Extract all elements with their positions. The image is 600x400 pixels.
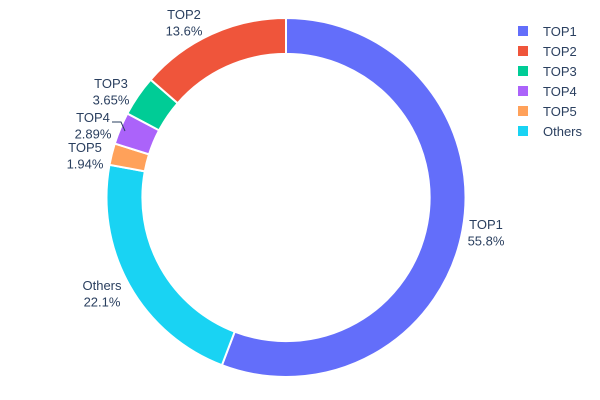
legend-swatch-top3 — [518, 66, 528, 76]
top4-leader-line — [112, 121, 126, 132]
slice-label-top3: TOP3 3.65% — [93, 76, 130, 108]
slice-label-others: Others 22.1% — [82, 278, 122, 310]
legend-item-others[interactable]: Others — [518, 121, 582, 141]
legend-label-others: Others — [543, 123, 583, 139]
svg-text:TOP4: TOP4 — [76, 110, 110, 125]
svg-text:13.6%: 13.6% — [166, 24, 203, 39]
svg-text:3.65%: 3.65% — [93, 93, 130, 108]
svg-text:TOP1: TOP1 — [469, 217, 503, 232]
slice-label-top5: TOP5 1.94% — [67, 140, 104, 172]
legend-label-top2: TOP2 — [543, 43, 577, 59]
svg-text:22.1%: 22.1% — [84, 295, 121, 310]
legend-item-top1[interactable]: TOP1 — [518, 21, 582, 41]
slice-labels: TOP1 55.8% TOP2 13.6% TOP3 3.65% TOP4 2.89%TOP5… — [67, 7, 505, 310]
svg-text:TOP5: TOP5 — [68, 140, 102, 155]
pie-slice-top1[interactable] — [220, 16, 467, 378]
legend-item-top4[interactable]: TOP4 — [518, 81, 582, 101]
pie-slice-others[interactable] — [105, 163, 237, 367]
label-leader-lines — [112, 121, 126, 132]
legend-swatch-top4 — [518, 86, 528, 96]
slice-label-top4: TOP4 2.89% — [75, 110, 112, 142]
legend-item-top3[interactable]: TOP3 — [518, 61, 582, 81]
legend-swatch-top5 — [518, 106, 528, 116]
pie-slices — [105, 16, 467, 378]
svg-text:TOP3: TOP3 — [94, 76, 128, 91]
slice-label-top1: TOP1 55.8% — [468, 217, 505, 249]
slice-label-top2: TOP2 13.6% — [166, 7, 203, 39]
svg-text:1.94%: 1.94% — [67, 157, 104, 172]
legend-swatch-others — [518, 126, 528, 136]
legend-swatch-top1 — [518, 26, 528, 36]
legend-label-top4: TOP4 — [543, 83, 577, 99]
legend: TOP1 TOP2 TOP3 TOP4 TOP5 Others — [518, 21, 582, 141]
svg-text:TOP2: TOP2 — [167, 7, 201, 22]
legend-item-top5[interactable]: TOP5 — [518, 101, 582, 121]
svg-text:2.89%: 2.89% — [75, 127, 112, 142]
svg-text:Others: Others — [82, 278, 122, 293]
svg-text:55.8%: 55.8% — [468, 234, 505, 249]
legend-item-top2[interactable]: TOP2 — [518, 41, 582, 61]
legend-label-top1: TOP1 — [543, 23, 577, 39]
legend-label-top5: TOP5 — [543, 103, 577, 119]
pie-slice-top2[interactable] — [149, 16, 287, 105]
legend-swatch-top2 — [518, 46, 528, 56]
legend-label-top3: TOP3 — [543, 63, 577, 79]
